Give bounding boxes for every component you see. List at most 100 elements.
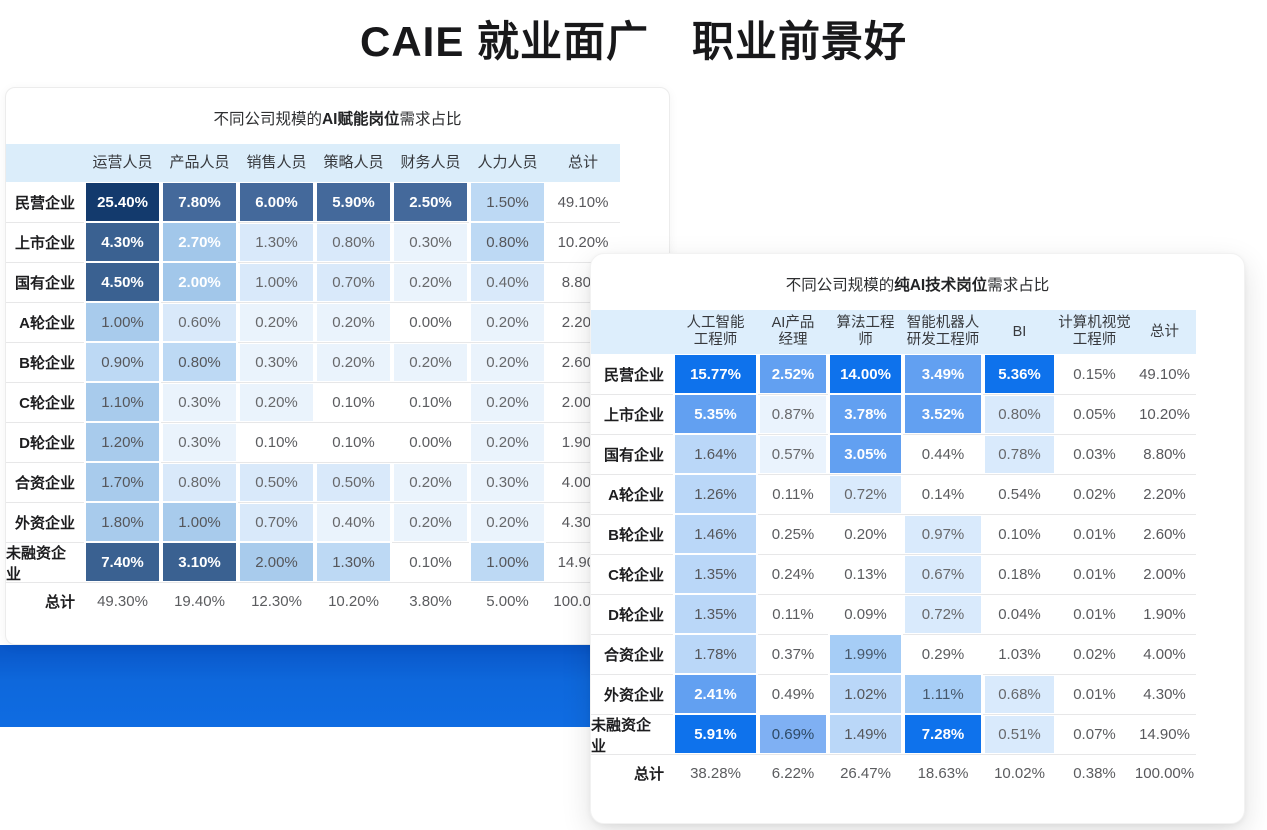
value-cell: 0.02% <box>1056 474 1133 514</box>
column-header: 财务人员 <box>392 144 469 182</box>
cell-value: 10.02% <box>994 765 1045 782</box>
value-cell: 0.97% <box>903 514 983 554</box>
cell-value: 0.20% <box>471 344 544 381</box>
value-cell: 0.04% <box>983 594 1056 634</box>
column-header: 产品人员 <box>161 144 238 182</box>
value-cell: 1.30% <box>238 222 315 262</box>
value-cell: 0.10% <box>315 422 392 462</box>
value-cell: 1.49% <box>828 714 903 754</box>
cell-value: 0.24% <box>771 566 815 583</box>
cell-value: 0.01% <box>1073 526 1116 543</box>
cell-value: 0.14% <box>921 486 965 503</box>
value-cell: 0.20% <box>238 382 315 422</box>
value-cell: 7.28% <box>903 714 983 754</box>
value-cell: 10.20% <box>546 222 620 262</box>
cell-value: 10.20% <box>557 234 609 251</box>
pure-ai-jobs-card: 不同公司规模的纯AI技术岗位需求占比 人工智能 工程师 AI产品 经理 算法工程 师… <box>590 253 1245 824</box>
cell-value: 0.15% <box>1073 365 1116 383</box>
value-cell: 0.30% <box>161 422 238 462</box>
cell-value: 25.40% <box>86 183 159 221</box>
card-title-bold: 纯AI技术岗位 <box>894 277 988 294</box>
value-cell: 10.20% <box>315 582 392 620</box>
row-label: D轮企业 <box>6 422 84 462</box>
column-header: BI <box>983 310 1056 354</box>
value-cell: 0.78% <box>983 434 1056 474</box>
row-label: B轮企业 <box>6 342 84 382</box>
cell-value: 4.00% <box>1143 646 1186 663</box>
value-cell: 0.13% <box>828 554 903 594</box>
row-label: 国有企业 <box>6 262 84 302</box>
cell-value: 0.80% <box>317 224 390 261</box>
value-cell: 0.14% <box>903 474 983 514</box>
value-cell: 1.02% <box>828 674 903 714</box>
cell-value: 2.00% <box>163 263 236 301</box>
value-cell: 1.20% <box>84 422 161 462</box>
cell-value: 1.49% <box>830 715 901 753</box>
card-title-suffix: 需求占比 <box>399 111 462 128</box>
cell-value: 3.78% <box>830 395 901 433</box>
cell-value: 0.80% <box>985 396 1054 433</box>
value-cell: 4.00% <box>1133 634 1196 674</box>
value-cell: 1.11% <box>903 674 983 714</box>
row-label: C轮企业 <box>6 382 84 422</box>
value-cell: 8.80% <box>1133 434 1196 474</box>
cell-value: 1.26% <box>675 475 756 513</box>
value-cell: 0.20% <box>392 342 469 382</box>
value-cell: 1.26% <box>673 474 758 514</box>
value-cell: 1.80% <box>84 502 161 542</box>
cell-value: 0.01% <box>1073 606 1116 623</box>
value-cell: 49.10% <box>1133 354 1196 394</box>
header-corner <box>6 144 84 182</box>
value-cell: 0.30% <box>469 462 546 502</box>
value-cell: 0.20% <box>469 502 546 542</box>
cell-value: 0.01% <box>1073 686 1116 703</box>
cell-value: 0.60% <box>163 304 236 341</box>
cell-value: 26.47% <box>840 765 891 782</box>
column-header: 计算机视觉 工程师 <box>1056 310 1133 354</box>
value-cell: 1.00% <box>238 262 315 302</box>
cell-value: 0.78% <box>985 436 1054 473</box>
value-cell: 0.20% <box>392 502 469 542</box>
value-cell: 0.70% <box>315 262 392 302</box>
value-cell: 0.01% <box>1056 554 1133 594</box>
value-cell: 0.50% <box>315 462 392 502</box>
cell-value: 19.40% <box>174 593 225 610</box>
cell-value: 14.90% <box>1139 726 1190 743</box>
column-header: 人工智能 工程师 <box>673 310 758 354</box>
value-cell: 4.30% <box>84 222 161 262</box>
cell-value: 49.30% <box>97 593 148 610</box>
cell-value: 1.00% <box>163 503 236 541</box>
row-label: 总计 <box>6 582 84 620</box>
cell-value: 1.00% <box>86 303 159 341</box>
cell-value: 7.80% <box>163 183 236 221</box>
cell-value: 15.77% <box>675 355 756 393</box>
value-cell: 0.72% <box>903 594 983 634</box>
value-cell: 19.40% <box>161 582 238 620</box>
cell-value: 1.99% <box>830 635 901 673</box>
cell-value: 5.00% <box>486 593 529 610</box>
value-cell: 0.00% <box>392 422 469 462</box>
cell-value: 0.69% <box>760 715 826 753</box>
card-title: 不同公司规模的AI赋能岗位需求占比 <box>6 107 669 129</box>
cell-value: 0.20% <box>844 526 887 543</box>
cell-value: 2.52% <box>760 355 826 393</box>
value-cell: 14.00% <box>828 354 903 394</box>
row-label: 总计 <box>591 754 673 792</box>
page-title: CAIE 就业面广 职业前景好 <box>359 18 907 65</box>
value-cell: 2.70% <box>161 222 238 262</box>
value-cell: 5.00% <box>469 582 546 620</box>
cell-value: 2.41% <box>675 675 756 713</box>
cell-value: 0.20% <box>317 304 390 341</box>
value-cell: 0.70% <box>238 502 315 542</box>
value-cell: 0.80% <box>469 222 546 262</box>
cell-value: 0.30% <box>394 224 467 261</box>
cell-value: 0.50% <box>317 464 390 501</box>
cell-value: 1.46% <box>675 515 756 553</box>
cell-value: 0.54% <box>998 486 1041 503</box>
cell-value: 0.10% <box>409 554 452 571</box>
column-header: 总计 <box>546 144 620 182</box>
value-cell: 2.00% <box>238 542 315 582</box>
value-cell: 0.03% <box>1056 434 1133 474</box>
column-header: 智能机器人 研发工程师 <box>903 310 983 354</box>
